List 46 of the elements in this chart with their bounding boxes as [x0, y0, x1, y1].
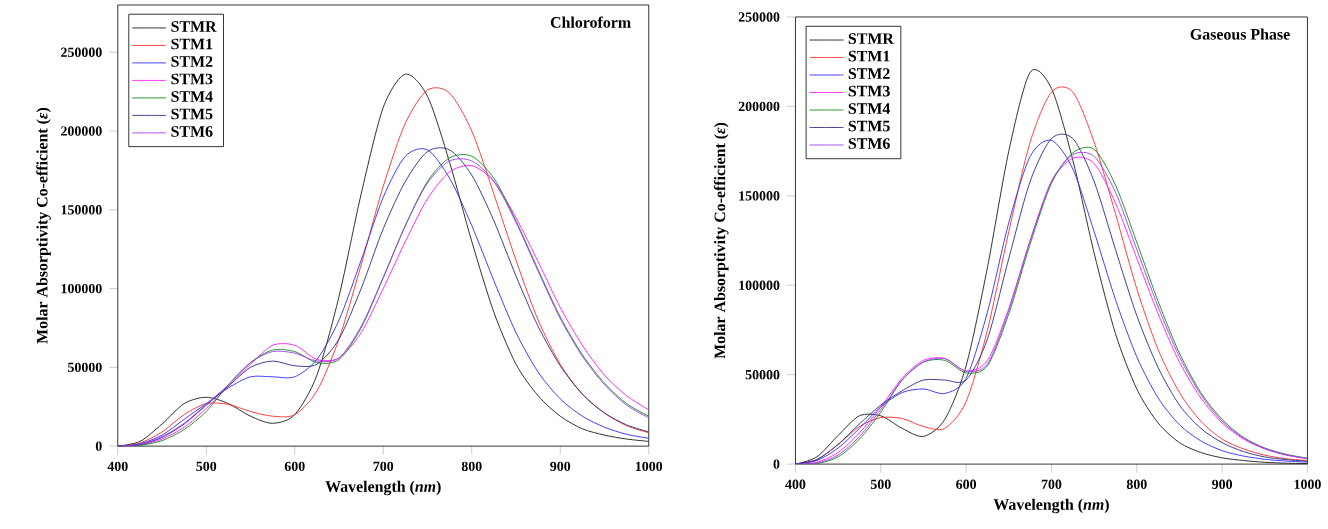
y-tick-label: 0 — [95, 441, 102, 451]
y-tick-label: 50000 — [68, 362, 102, 373]
x-tick-label: 800 — [461, 461, 482, 472]
legend-label: STM4 — [848, 103, 891, 114]
y-tick-label: 100000 — [61, 283, 102, 294]
legend-label: STMR — [171, 21, 217, 32]
y-axis-title: Molar Absorptivity Co-efficient (ε) — [713, 122, 729, 359]
x-tick-label: 600 — [284, 461, 305, 472]
y-tick-label: 250000 — [61, 47, 102, 57]
y-tick-label: 100000 — [739, 280, 780, 290]
x-tick-label: 500 — [196, 461, 217, 472]
x-tick-label: 500 — [870, 479, 891, 490]
legend-label: STM2 — [171, 56, 213, 67]
y-axis-title: Molar Absorptivity Co-efficient (ε) — [36, 107, 51, 344]
legend-label: STM3 — [171, 73, 213, 85]
legend-label: STM3 — [848, 85, 890, 97]
legend-label: STMR — [848, 33, 895, 44]
x-tick-label: 400 — [107, 461, 128, 472]
x-tick-label: 600 — [956, 479, 977, 490]
legend-label: STM5 — [848, 120, 890, 132]
y-tick-label: 200000 — [738, 101, 780, 112]
y-tick-label: 150000 — [61, 205, 102, 215]
x-axis-title: Wavelength (nm) — [325, 480, 441, 496]
annotation: Chloroform — [550, 16, 631, 28]
legend-label: STM1 — [171, 38, 213, 50]
x-tick-label: 1000 — [635, 461, 663, 472]
annotation: Gaseous Phase — [1190, 28, 1290, 40]
x-tick-label: 700 — [373, 461, 394, 472]
legend-label: STM5 — [171, 108, 213, 120]
y-tick-label: 150000 — [739, 191, 780, 201]
legend-label: STM1 — [848, 50, 890, 62]
x-tick-label: 1000 — [1294, 479, 1321, 490]
x-tick-label: 800 — [1126, 479, 1147, 490]
legend-label: STM6 — [171, 126, 213, 137]
y-tick-label: 200000 — [61, 126, 102, 136]
x-axis-title: Wavelength (nm) — [993, 498, 1109, 514]
y-tick-label: 0 — [773, 459, 780, 469]
y-tick-label: 50000 — [745, 369, 780, 380]
x-tick-label: 900 — [1212, 479, 1233, 490]
legend-label: STM2 — [848, 68, 890, 79]
x-tick-label: 700 — [1041, 479, 1062, 490]
x-tick-label: 400 — [785, 479, 806, 490]
y-tick-label: 250000 — [738, 12, 780, 22]
legend-label: STM4 — [171, 91, 213, 102]
x-tick-label: 900 — [550, 461, 571, 472]
legend-label: STM6 — [848, 138, 890, 149]
